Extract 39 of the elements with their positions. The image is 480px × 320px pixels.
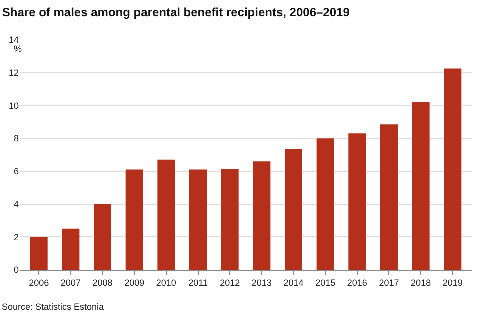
x-tick-label: 2013 [252, 278, 272, 288]
bar [253, 162, 271, 270]
bar [316, 138, 334, 270]
y-tick-label: 14 [8, 35, 19, 46]
x-tick-label: 2008 [92, 278, 113, 288]
x-tick-label: 2018 [411, 278, 432, 288]
bar [348, 134, 366, 270]
bar [126, 170, 144, 270]
y-tick-label: 12 [8, 68, 19, 78]
x-tick-label: 2009 [124, 278, 145, 288]
x-tick-label: 2007 [60, 278, 81, 288]
bar [221, 168, 239, 270]
bar [30, 237, 48, 270]
x-tick-label: 2016 [347, 278, 368, 288]
bar [190, 170, 208, 270]
y-tick-label: 0 [14, 265, 19, 276]
x-tick-label: 2011 [188, 278, 208, 288]
x-tick-label: 2017 [379, 278, 400, 288]
x-tick-label: 2015 [316, 278, 336, 288]
y-tick-label: 2 [14, 232, 19, 242]
bar [444, 68, 462, 270]
y-tick-label: 10 [8, 100, 19, 111]
x-tick-label: 2006 [29, 278, 50, 288]
x-tick-label: 2019 [442, 278, 463, 288]
y-axis-title: % [14, 44, 22, 54]
chart-title: Share of males among parental benefit recipients, 2006–2019 [2, 5, 350, 20]
bar [284, 149, 302, 270]
bar [158, 160, 176, 270]
x-tick-label: 2012 [220, 278, 240, 288]
y-tick-label: 4 [14, 199, 19, 210]
source-note: Source: Statistics Estonia [2, 302, 104, 312]
bar [412, 102, 430, 270]
y-tick-label: 6 [14, 166, 19, 177]
y-tick-label: 8 [14, 134, 19, 144]
bar [380, 124, 398, 270]
bar [94, 204, 112, 270]
x-tick-label: 2010 [156, 278, 176, 288]
bar [62, 228, 80, 270]
x-tick-label: 2014 [284, 278, 304, 288]
